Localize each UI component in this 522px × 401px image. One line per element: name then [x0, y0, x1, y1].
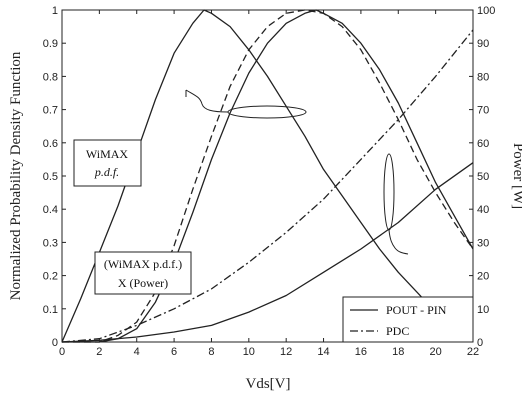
- legend-label-pout-pin: POUT - PIN: [386, 303, 447, 317]
- x-tick-label: 20: [430, 346, 442, 358]
- legend: [342, 296, 474, 343]
- legend-label-pdc: PDC: [386, 324, 409, 338]
- wimax-pdf-annotation-box: [73, 139, 142, 187]
- right-y-tick-label: 60: [477, 138, 489, 150]
- series-line-5-dashdot: [61, 29, 474, 343]
- right-y-tick-label: 20: [477, 271, 489, 283]
- right-y-axis-label: Power [W]: [510, 143, 522, 209]
- left-y-axis: 0 0.1 0.2 0.3 0.4 0.5 0.6 0.7 0.8 0.9 1: [43, 5, 66, 349]
- right-y-tick-label: 0: [477, 337, 483, 349]
- right-y-tick-label: 40: [477, 204, 489, 216]
- right-y-tick-label: 100: [477, 5, 495, 17]
- x-tick-label: 22: [467, 346, 479, 358]
- series-line-3-dashed: [62, 9, 474, 343]
- x-tick-label: 10: [243, 346, 255, 358]
- product-annotation-line1: (WiMAX p.d.f.): [104, 257, 182, 271]
- product-annotation-box: [94, 251, 192, 295]
- right-y-tick-label: 80: [477, 71, 489, 83]
- series-line-4-solid: [61, 162, 474, 343]
- right-axis-pointer-line: [388, 229, 409, 255]
- left-y-tick-label: 0.9: [43, 38, 58, 50]
- left-y-tick-label: 0.5: [43, 171, 58, 183]
- wimax-pdf-annotation-line1: WiMAX: [86, 147, 129, 161]
- left-y-tick-label: 0.8: [43, 71, 58, 83]
- x-tick-label: 0: [59, 346, 65, 358]
- x-tick-label: 2: [96, 346, 102, 358]
- left-y-tick-label: 0.4: [43, 204, 58, 216]
- left-y-tick-label: 0.7: [43, 105, 58, 117]
- right-y-tick-label: 90: [477, 38, 489, 50]
- wimax-pdf-annotation-line2: p.d.f.: [94, 165, 119, 179]
- left-y-tick-label: 0.2: [43, 271, 58, 283]
- left-axis-pointer-line: [185, 89, 229, 113]
- x-tick-label: 14: [317, 346, 329, 358]
- right-y-tick-label: 50: [477, 171, 489, 183]
- left-y-tick-label: 0.1: [43, 304, 58, 316]
- right-y-axis: 0 10 20 30 40 50 60 70 80 90 100: [469, 5, 495, 349]
- x-axis-label: Vds[V]: [246, 376, 291, 392]
- x-tick-label: 6: [171, 346, 177, 358]
- right-y-tick-label: 70: [477, 105, 489, 117]
- right-y-tick-label: 10: [477, 304, 489, 316]
- product-annotation-line2: X (Power): [118, 276, 168, 290]
- right-y-tick-label: 30: [477, 237, 489, 249]
- right-axis-pointer-ellipse: [383, 153, 395, 231]
- x-tick-label: 8: [208, 346, 214, 358]
- x-tick-label: 16: [355, 346, 367, 358]
- left-y-tick-label: 0.6: [43, 138, 58, 150]
- x-tick-label: 4: [134, 346, 140, 358]
- x-tick-label: 12: [280, 346, 292, 358]
- left-y-tick-label: 0.3: [43, 237, 58, 249]
- x-tick-label: 18: [392, 346, 404, 358]
- series-line-2-solid: [62, 9, 474, 343]
- left-y-axis-label: Normalized Probability Density Function: [8, 51, 24, 300]
- left-y-tick-label: 1: [52, 5, 58, 17]
- left-y-tick-label: 0: [52, 337, 58, 349]
- left-axis-pointer-ellipse: [227, 105, 307, 119]
